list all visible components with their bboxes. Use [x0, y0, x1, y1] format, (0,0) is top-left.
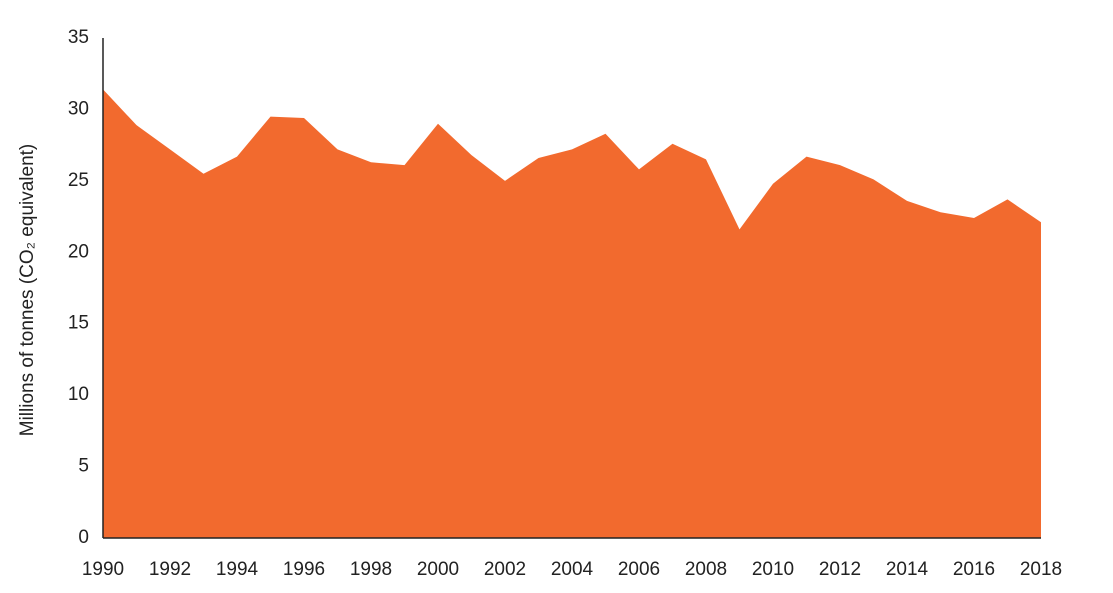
x-tick-label: 2018 [1020, 559, 1062, 580]
x-tick-label: 2006 [618, 559, 660, 580]
x-tick-label: 1990 [82, 559, 124, 580]
x-tick-label: 2008 [685, 559, 727, 580]
y-tick-label: 25 [68, 170, 89, 191]
x-tick-label: 2016 [953, 559, 995, 580]
y-tick-label: 0 [78, 527, 89, 548]
area [103, 89, 1041, 538]
y-tick-label: 5 [78, 456, 89, 477]
y-tick-label: 15 [68, 313, 89, 334]
x-tick-label: 1998 [350, 559, 392, 580]
y-tick-label: 20 [68, 241, 89, 262]
y-tick-label: 35 [68, 27, 89, 48]
y-tick-label: 10 [68, 384, 89, 405]
x-tick-label: 2012 [819, 559, 861, 580]
x-tick-label: 2004 [551, 559, 594, 580]
y-axis-label: Millions of tonnes (CO₂ equivalent) [17, 144, 38, 437]
x-tick-label: 1994 [216, 559, 259, 580]
x-tick-label: 2010 [752, 559, 794, 580]
x-tick-label: 2014 [886, 559, 929, 580]
x-tick-label: 1992 [149, 559, 191, 580]
x-tick-label: 2000 [417, 559, 459, 580]
x-tick-label: 2002 [484, 559, 526, 580]
x-tick-label: 1996 [283, 559, 325, 580]
y-tick-label: 30 [68, 98, 89, 119]
